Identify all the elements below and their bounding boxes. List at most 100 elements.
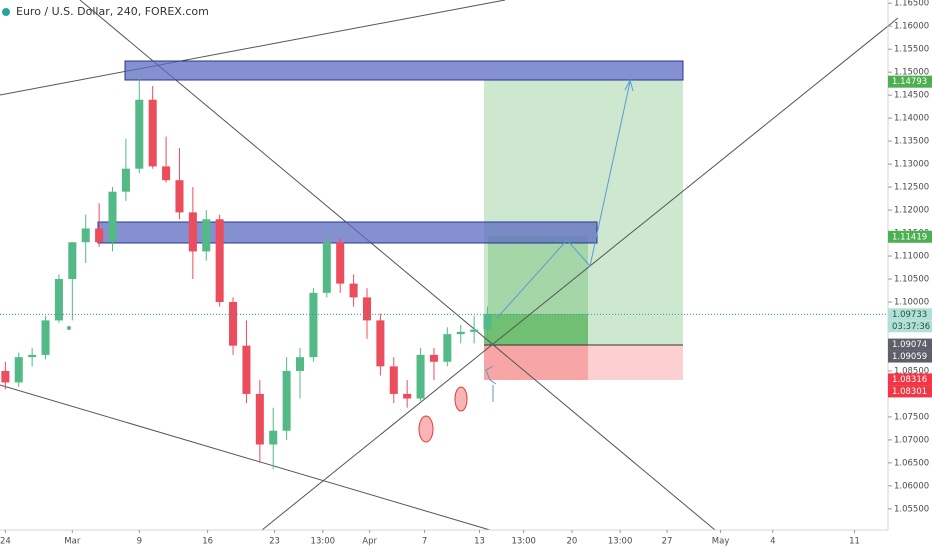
y-tick-label: 1.16000 — [894, 22, 929, 32]
candle-body — [322, 242, 331, 293]
candle-body — [81, 228, 90, 243]
price-label: 1.08301 — [892, 387, 927, 397]
candle-body — [376, 320, 385, 367]
small-arrow — [485, 365, 497, 385]
stop-progress — [484, 345, 588, 380]
x-tick-label: 23 — [269, 537, 280, 547]
price-label-bg — [888, 230, 932, 243]
price-label: 1.09733 — [892, 310, 927, 320]
price-label-bg — [888, 385, 932, 398]
y-tick-label: 1.15500 — [894, 45, 929, 55]
candle-body — [95, 228, 104, 243]
candle-body — [188, 212, 197, 252]
trend-line — [0, 384, 491, 531]
candle-body — [68, 242, 77, 280]
resistance-zone — [124, 60, 684, 81]
x-tick-label: 4 — [770, 537, 775, 547]
candle-body — [148, 99, 157, 167]
candles — [1, 74, 492, 470]
projection-path — [496, 81, 631, 319]
price-label: 1.08316 — [892, 375, 927, 385]
candle-body — [28, 354, 37, 358]
x-tick-label: Apr — [362, 537, 377, 547]
marker — [454, 386, 468, 412]
x-tick-label: 9 — [137, 537, 142, 547]
x-tick-label: May — [712, 537, 730, 547]
x-tick-label: 16 — [202, 537, 213, 547]
candle-body — [362, 297, 372, 321]
x-tick-label: 13:00 — [608, 537, 633, 547]
x-tick-label: Mar — [64, 537, 81, 547]
candle-body — [41, 320, 50, 355]
candle-body — [1, 370, 10, 383]
candle-body — [416, 354, 425, 399]
y-tick-label: 1.12500 — [894, 183, 929, 193]
drawings — [0, 0, 899, 531]
y-tick-label: 1.06000 — [894, 481, 929, 491]
candle-body — [443, 334, 452, 362]
countdown: 03:37:36 — [892, 322, 930, 332]
stop-zone — [588, 345, 683, 380]
candle-body — [429, 354, 438, 362]
price-label-bg — [888, 75, 932, 88]
candle-body — [255, 393, 264, 445]
candle-body — [229, 302, 238, 346]
x-tick-label: 13 — [474, 537, 485, 547]
candle-body — [349, 283, 358, 298]
y-tick-label: 1.12000 — [894, 206, 929, 216]
x-tick-label: 11 — [849, 537, 860, 547]
candle-body — [215, 219, 224, 303]
y-tick-label: 1.10000 — [894, 298, 929, 308]
candle-body — [483, 314, 492, 330]
y-tick-label: 1.11000 — [894, 252, 929, 262]
candle-body — [162, 166, 171, 181]
price-label-bg — [888, 338, 932, 351]
y-tick-label: 1.06500 — [894, 458, 929, 468]
price-label-bg — [888, 350, 932, 363]
price-label-bg — [888, 373, 932, 386]
candle-body — [403, 393, 412, 399]
profit-zone — [484, 314, 588, 345]
candle-body — [296, 357, 305, 371]
countdown-bg — [888, 320, 932, 333]
candle-body — [54, 279, 63, 321]
x-tick-label: 7 — [422, 537, 427, 547]
marker-dot — [67, 326, 71, 330]
y-tick-label: 1.08500 — [894, 366, 929, 376]
status-icon — [2, 8, 10, 16]
candle-body — [135, 99, 144, 169]
y-tick-label: 1.05500 — [894, 504, 929, 514]
y-tick-label: 1.07500 — [894, 412, 929, 422]
candle-body — [336, 242, 345, 284]
price-label: 1.14793 — [892, 77, 927, 87]
candle-body — [202, 219, 211, 252]
candle-body — [269, 430, 278, 445]
y-tick-label: 1.07000 — [894, 435, 929, 445]
candle-body — [14, 357, 23, 383]
x-tick-label: 13:00 — [511, 537, 536, 547]
price-label: 1.11419 — [892, 232, 927, 242]
trend-line — [261, 17, 899, 531]
y-tick-label: 1.14500 — [894, 91, 929, 101]
candle-body — [309, 292, 318, 358]
price-label: 1.09074 — [892, 340, 927, 350]
y-tick-label: 1.13000 — [894, 160, 929, 170]
x-tick-label: 24 — [0, 537, 11, 547]
resistance-zone — [97, 221, 598, 244]
candle-body — [121, 168, 130, 192]
marker — [418, 415, 434, 443]
y-tick-label: 1.13500 — [894, 137, 929, 147]
y-tick-label: 1.15000 — [894, 68, 929, 78]
candle-body — [175, 180, 184, 213]
y-tick-label: 1.16500 — [894, 0, 929, 9]
price-label: 1.09059 — [892, 352, 927, 362]
price-label-bg — [888, 308, 932, 321]
chart-title: Euro / U.S. Dollar, 240, FOREX.com — [16, 5, 209, 18]
candle-body — [470, 329, 479, 332]
trend-line — [79, 0, 716, 531]
x-tick-label: 20 — [566, 537, 577, 547]
x-tick-label: 13:00 — [311, 537, 336, 547]
candle-body — [389, 366, 398, 394]
trend-line — [0, 0, 506, 96]
